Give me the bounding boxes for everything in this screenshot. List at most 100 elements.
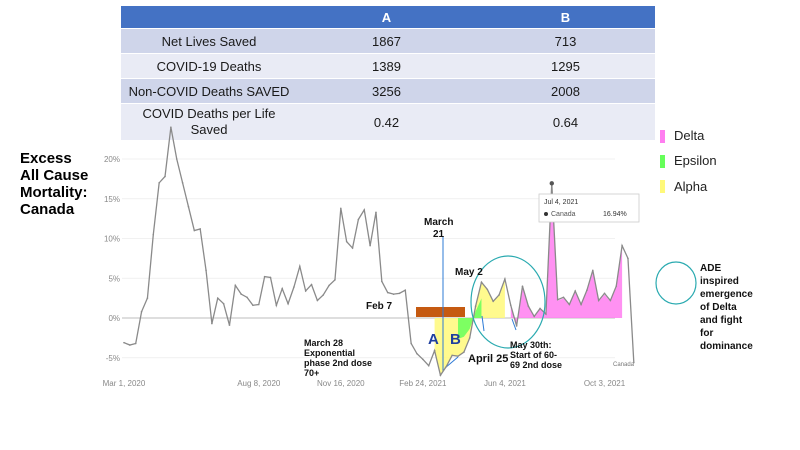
- series-point: [310, 283, 313, 286]
- annotation-line: Exponential: [304, 348, 355, 358]
- row-value-a: 3256: [297, 78, 476, 104]
- series-point: [181, 182, 184, 184]
- series-point: [586, 289, 588, 291]
- summary-table: A B Net Lives Saved 1867 713 COVID-19 De…: [121, 6, 655, 140]
- series-point: [211, 322, 213, 325]
- series-point: [269, 276, 272, 279]
- series-point: [498, 294, 500, 296]
- series-point: [398, 292, 401, 295]
- ade-note-line: inspired: [700, 276, 739, 287]
- series-point: [263, 275, 266, 278]
- annotation-feb7: Feb 7: [366, 301, 393, 312]
- side-title-line: Excess: [20, 150, 72, 167]
- end-label: Canada: [613, 362, 635, 368]
- series-point: [216, 297, 219, 299]
- series-point: [527, 305, 530, 307]
- legend-swatch-delta: [660, 130, 665, 143]
- series-point: [328, 284, 330, 287]
- y-tick-labels: 20% 15% 10% 5% 0% -5%: [104, 155, 120, 363]
- series-point: [304, 290, 307, 292]
- table-header-blank: [121, 6, 297, 29]
- series-point: [468, 337, 471, 339]
- annotation-line: Start of 60-: [510, 350, 557, 360]
- may30-pointer: [511, 318, 517, 331]
- y-tick-label: 10%: [104, 235, 120, 244]
- series-point: [175, 158, 178, 160]
- series-point: [627, 257, 629, 260]
- legend-swatch-alpha: [660, 180, 665, 193]
- series-point: [375, 211, 377, 214]
- series-point: [275, 304, 278, 307]
- april25-pointer: [481, 315, 485, 332]
- series-point: [556, 298, 559, 301]
- y-tick-label: 5%: [108, 274, 120, 283]
- series-point: [457, 355, 459, 357]
- row-label: COVID-19 Deaths: [121, 53, 297, 79]
- row-value-a: 1389: [297, 53, 476, 79]
- series-point: [580, 303, 582, 306]
- x-tick-label: Nov 16, 2020: [317, 379, 365, 388]
- series-point: [615, 285, 618, 287]
- series-point: [474, 305, 477, 307]
- series-point: [574, 290, 577, 292]
- series-point: [129, 344, 131, 346]
- gridlines: [122, 158, 615, 359]
- label-b: B: [450, 331, 461, 348]
- series-point: [609, 299, 612, 302]
- series-point: [486, 288, 489, 291]
- label-a: A: [428, 331, 439, 348]
- tooltip-value: 16.94%: [603, 211, 627, 218]
- annotation-line: May 30th:: [510, 340, 552, 350]
- table-row: COVID-19 Deaths 1389 1295: [121, 53, 655, 79]
- series-point: [334, 279, 336, 281]
- annotation-line: 21: [433, 229, 445, 240]
- annotation-march28: March 28 Exponential phase 2nd dose 70+: [304, 338, 375, 378]
- series-point: [316, 299, 319, 302]
- series-point: [164, 175, 166, 178]
- highlight-circle: [470, 255, 546, 349]
- series-point: [504, 278, 506, 280]
- series-point: [345, 240, 348, 243]
- tooltip-dot: [544, 212, 548, 216]
- series-point: [492, 300, 494, 303]
- ade-note-line: and fight: [700, 315, 743, 326]
- series-point: [463, 351, 465, 353]
- series-point: [152, 233, 155, 236]
- series-line-canada: [123, 127, 635, 377]
- ade-circle: [655, 261, 697, 305]
- y-tick-label: -5%: [106, 354, 120, 363]
- row-value-b: 1295: [476, 53, 655, 79]
- series-points: [123, 126, 635, 377]
- annotation-april25: April 25: [468, 353, 508, 365]
- row-value-b: 0.64: [476, 103, 655, 140]
- series-point: [621, 244, 623, 247]
- ade-note: ADE inspired emergence of Delta and figh…: [700, 262, 760, 353]
- series-point: [381, 280, 383, 283]
- row-value-a: 0.42: [297, 103, 476, 140]
- variant-shading: [434, 190, 623, 376]
- series-point: [293, 286, 295, 288]
- row-value-b: 2008: [476, 78, 655, 104]
- annotation-line: March: [424, 217, 453, 228]
- x-tick-label: Jun 4, 2021: [484, 379, 526, 388]
- series-point: [158, 182, 160, 184]
- series-point: [597, 299, 600, 302]
- series-point: [134, 342, 137, 345]
- series-point: [357, 218, 360, 221]
- side-title-line: Mortality:: [20, 184, 88, 201]
- series-point: [533, 315, 535, 318]
- series-point: [549, 181, 554, 186]
- row-label: Net Lives Saved: [121, 28, 297, 54]
- ade-note-line: emergence: [700, 289, 753, 300]
- ade-note-line: dominance: [700, 341, 753, 352]
- excess-mortality-chart: 20% 15% 10% 5% 0% -5% Mar 1, 2020 Aug 8, 2020 N…: [103, 126, 717, 388]
- series-point: [252, 304, 254, 307]
- series-point: [410, 342, 412, 345]
- series-point: [386, 291, 389, 294]
- y-tick-label: 20%: [104, 155, 120, 164]
- series-point: [322, 294, 325, 296]
- series-point: [445, 365, 448, 368]
- series-point: [281, 287, 284, 290]
- series-point: [123, 341, 125, 344]
- row-label: COVID Deaths per Life Saved: [121, 103, 297, 140]
